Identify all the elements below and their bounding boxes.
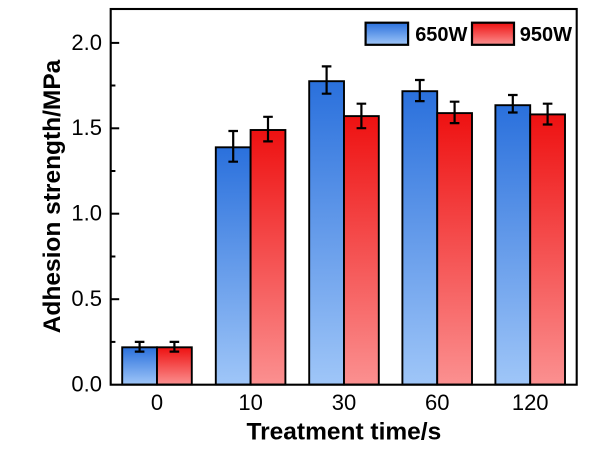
svg-text:Adhesion strength/MPa: Adhesion strength/MPa (39, 59, 66, 333)
svg-text:2.0: 2.0 (71, 30, 102, 55)
svg-text:120: 120 (512, 390, 549, 415)
svg-text:1.5: 1.5 (71, 115, 102, 140)
svg-text:0.0: 0.0 (71, 372, 102, 397)
svg-text:1.0: 1.0 (71, 201, 102, 226)
svg-text:10: 10 (238, 390, 262, 415)
svg-text:650W: 650W (415, 24, 467, 46)
svg-text:30: 30 (332, 390, 356, 415)
svg-text:0.5: 0.5 (71, 286, 102, 311)
svg-text:950W: 950W (520, 24, 572, 46)
svg-text:60: 60 (425, 390, 449, 415)
svg-text:Treatment time/s: Treatment time/s (247, 418, 442, 445)
svg-text:0: 0 (151, 390, 163, 415)
